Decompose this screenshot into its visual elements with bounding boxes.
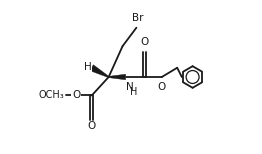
Text: H: H [130, 87, 137, 97]
Polygon shape [109, 74, 125, 80]
Text: H: H [84, 62, 91, 72]
Text: Br: Br [132, 14, 144, 23]
Text: O: O [88, 121, 96, 130]
Polygon shape [90, 65, 109, 78]
Text: N: N [125, 82, 133, 92]
Text: O: O [72, 91, 80, 100]
Text: OCH₃: OCH₃ [38, 91, 64, 100]
Text: O: O [158, 82, 166, 92]
Text: O: O [141, 37, 149, 47]
